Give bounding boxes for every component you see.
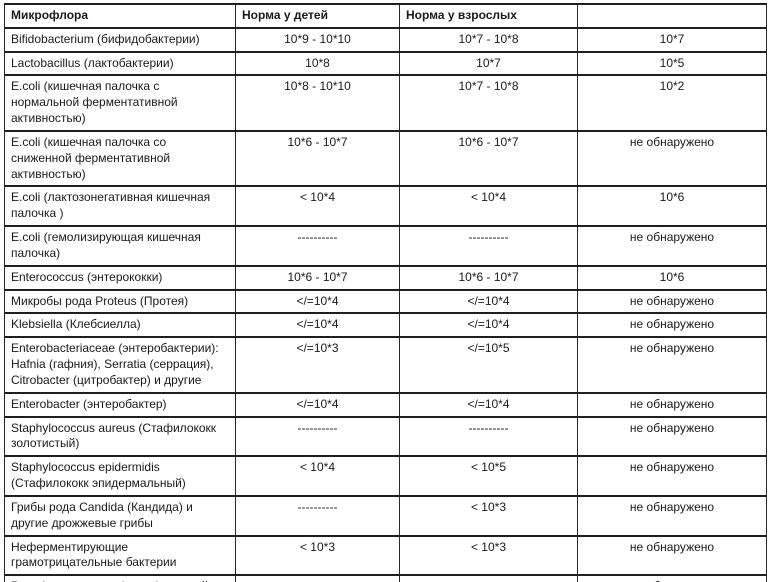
column-header-norm-adults: Норма у взрослых [399,3,578,29]
cell-norm_children: </=10*4 [235,288,400,315]
cell-result: не обнаружено [577,455,767,497]
cell-norm_children: </=10*4 [235,312,400,339]
cell-norm_adults: </=10*4 [399,288,578,315]
cell-name: Lactobacillus (лактобактерии) [4,50,236,77]
cell-norm_children: 10*8 [235,50,400,77]
cell-norm_adults: 10*6 - 10*7 [399,264,578,291]
cell-norm_children: < 10*4 [235,185,400,228]
cell-name: Enterococcus (энтерококки) [4,264,236,291]
table-header: Микрофлора Норма у детей Норма у взрослы… [4,3,767,29]
cell-name: Staphylococcus aureus (Стафилококк золот… [4,415,236,458]
cell-name: Микробы рода Proteus (Протея) [4,288,236,315]
table-row: E.coli (кишечная палочка с нормальной фе… [4,74,767,132]
cell-name: E.coli (лактозонегативная кишечная палоч… [4,185,236,228]
cell-result: не обнаружено [577,225,767,267]
cell-norm_children: </=10*3 [235,336,400,394]
cell-name: Bifidobacterium (бифидобактерии) [4,26,236,53]
cell-norm_adults: </=10*4 [399,391,578,418]
cell-name: Pseudomonas aeruginosa (синегнойная пало… [4,574,236,582]
cell-result: не обнаружено [577,391,767,418]
cell-name: E.coli (кишечная палочка с нормальной фе… [4,74,236,132]
cell-norm_adults: 10*7 - 10*8 [399,26,578,53]
cell-result: 10*6 [577,185,767,228]
cell-result: не обнаружено [577,312,767,339]
cell-norm_adults: </=10*5 [399,336,578,394]
table-row: Enterobacter (энтеробактер) </=10*4 </=10*… [4,391,767,418]
table-row: Staphylococcus epidermidis (Стафилококк … [4,455,767,497]
cell-result: 10*7 [577,26,767,53]
table-row: Enterobacteriaceae (энтеробактерии): Haf… [4,336,767,394]
column-header-result [577,3,767,29]
cell-name: Staphylococcus epidermidis (Стафилококк … [4,455,236,497]
cell-norm_adults: </=10*4 [399,312,578,339]
cell-norm_children: < 10*3 [235,534,400,577]
column-header-microflora: Микрофлора [4,3,236,29]
cell-norm_children: 10*6 - 10*7 [235,264,400,291]
table-row: Klebsiella (Клебсиелла) </=10*4 </=10*4 не … [4,312,767,339]
cell-norm_adults: 10*6 - 10*7 [399,129,578,188]
cell-norm_adults: 10*7 [399,50,578,77]
table-row: E.coli (кишечная палочка со сниженной фе… [4,129,767,188]
table-body: Bifidobacterium (бифидобактерии) 10*9 - 1… [4,26,767,582]
microflora-table: Микрофлора Норма у детей Норма у взрослы… [4,3,767,582]
table-row: Грибы рода Candida (Кандида) и другие др… [4,494,767,537]
table-row: Неферментирующие грамотрицательные бакте… [4,534,767,577]
cell-result: не обнаружено [577,336,767,394]
cell-norm_children: </=10*4 [235,391,400,418]
column-header-norm-children: Норма у детей [235,3,400,29]
cell-result: не обнаружено [577,129,767,188]
cell-name: Klebsiella (Клебсиелла) [4,312,236,339]
cell-result: не обнаружено [577,574,767,582]
header-row: Микрофлора Норма у детей Норма у взрослы… [4,3,767,29]
cell-norm_children: ---------- [235,225,400,267]
cell-norm_adults: < 10*4 [399,185,578,228]
cell-result: 10*5 [577,50,767,77]
cell-name: Enterobacter (энтеробактер) [4,391,236,418]
cell-result: 10*2 [577,74,767,132]
cell-norm_children: ---------- [235,494,400,537]
cell-result: не обнаружено [577,415,767,458]
cell-result: не обнаружено [577,534,767,577]
table-row: Enterococcus (энтерококки) 10*6 - 10*7 10*… [4,264,767,291]
cell-norm_adults: < 10*3 [399,494,578,537]
table-row: Bifidobacterium (бифидобактерии) 10*9 - 1… [4,26,767,53]
cell-norm_adults: ---------- [399,574,578,582]
cell-result: 10*6 [577,264,767,291]
table-row: E.coli (лактозонегативная кишечная палоч… [4,185,767,228]
cell-norm_children: 10*9 - 10*10 [235,26,400,53]
table-row: Микробы рода Proteus (Протея) </=10*4 </=1… [4,288,767,315]
cell-norm_children: 10*6 - 10*7 [235,129,400,188]
cell-norm_children: ---------- [235,574,400,582]
cell-norm_adults: ---------- [399,415,578,458]
table-row: E.coli (гемолизирующая кишечная палочка)… [4,225,767,267]
table-row: Staphylococcus aureus (Стафилококк золот… [4,415,767,458]
cell-name: Неферментирующие грамотрицательные бакте… [4,534,236,577]
cell-name: Грибы рода Candida (Кандида) и другие др… [4,494,236,537]
cell-norm_children: < 10*4 [235,455,400,497]
cell-norm_adults: 10*7 - 10*8 [399,74,578,132]
table-row: Lactobacillus (лактобактерии) 10*8 10*7 10*… [4,50,767,77]
cell-norm_adults: ---------- [399,225,578,267]
cell-name: Enterobacteriaceae (энтеробактерии): Haf… [4,336,236,394]
cell-result: не обнаружено [577,288,767,315]
cell-result: не обнаружено [577,494,767,537]
table-row: Pseudomonas aeruginosa (синегнойная пало… [4,574,767,582]
cell-norm_adults: < 10*3 [399,534,578,577]
cell-name: E.coli (кишечная палочка со сниженной фе… [4,129,236,188]
cell-name: E.coli (гемолизирующая кишечная палочка) [4,225,236,267]
cell-norm_children: ---------- [235,415,400,458]
cell-norm_children: 10*8 - 10*10 [235,74,400,132]
cell-norm_adults: < 10*5 [399,455,578,497]
